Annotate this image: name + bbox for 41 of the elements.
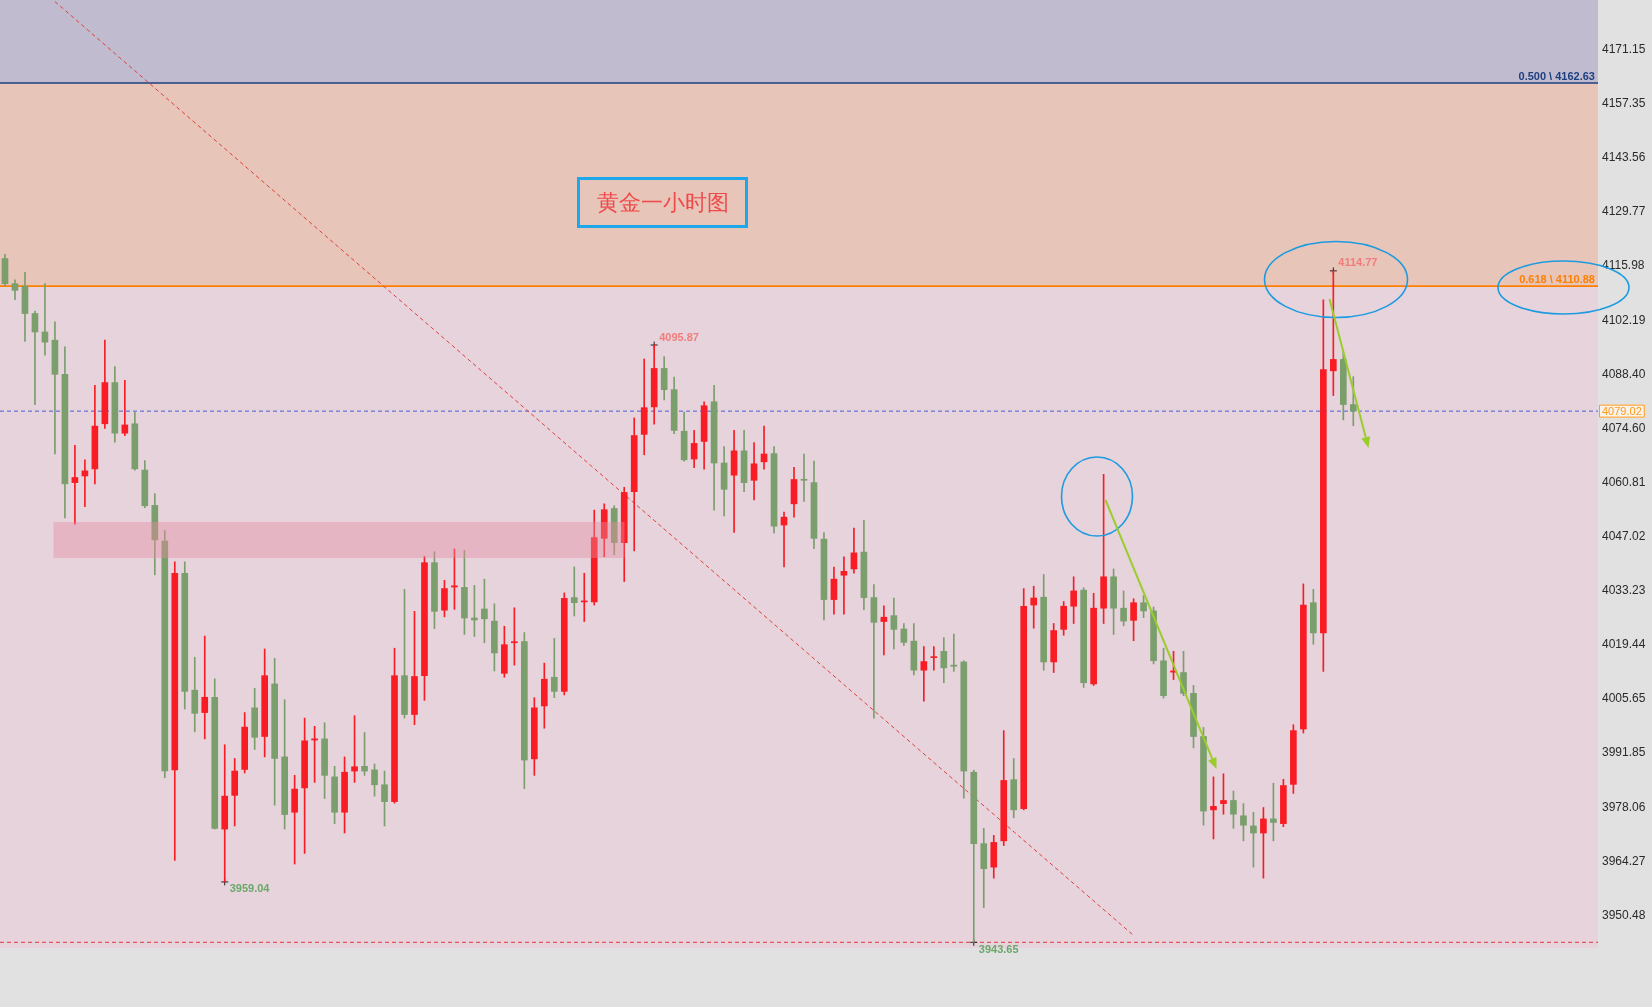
y-tick-label: 4115.98 — [1602, 258, 1645, 273]
y-tick-label: 4005.65 — [1602, 691, 1646, 706]
y-tick-label: 4060.81 — [1602, 474, 1646, 489]
candlestick — [730, 430, 738, 533]
candlestick — [221, 744, 229, 883]
candlestick — [800, 453, 808, 502]
candlestick — [930, 646, 938, 671]
y-tick-label: 3991.85 — [1602, 745, 1646, 760]
y-tick-label: 4102.19 — [1602, 312, 1646, 327]
y-tick-label: 4033.23 — [1602, 583, 1646, 598]
candlestick — [880, 605, 888, 656]
candlestick — [1030, 585, 1038, 629]
y-tick-label: 4143.56 — [1602, 150, 1646, 165]
y-tick-label: 4088.40 — [1602, 366, 1646, 381]
y-tick-label: 4157.35 — [1602, 96, 1646, 111]
y-tick-label: 4019.44 — [1602, 637, 1646, 652]
annotation: 4095.87 — [659, 330, 699, 343]
y-tick-label: 3964.27 — [1602, 853, 1646, 868]
candlestick — [121, 379, 129, 436]
candlestick — [550, 638, 558, 698]
annotation: 3959.04 — [229, 882, 271, 895]
y-tick-label: 3950.48 — [1602, 907, 1646, 922]
annotation: 4114.77 — [1338, 256, 1378, 269]
y-tick-label: 4047.02 — [1602, 529, 1646, 544]
y-tick-label: 4129.77 — [1602, 204, 1646, 219]
y-tick-label: 4074.60 — [1602, 420, 1646, 435]
candlestick — [870, 584, 878, 719]
text: 黄金一小时图 — [577, 177, 748, 228]
candlestick — [201, 635, 209, 740]
candlestick — [840, 556, 848, 615]
y-tick-label: 3978.06 — [1602, 799, 1646, 814]
ref-line-label: 0.618 \ 4110.88 — [1519, 272, 1595, 285]
y-tick-label: 4171.15 — [1602, 41, 1646, 56]
candlestick — [570, 566, 578, 617]
candlestick — [31, 310, 39, 405]
annotation: 3943.65 — [978, 942, 1019, 955]
ref-line-label: 0.500 \ 4162.63 — [1518, 69, 1595, 82]
candlestick — [950, 633, 958, 672]
ref-line-label: 4079.02 — [1602, 404, 1642, 417]
candlestick — [920, 646, 928, 702]
candlestick — [71, 445, 79, 525]
